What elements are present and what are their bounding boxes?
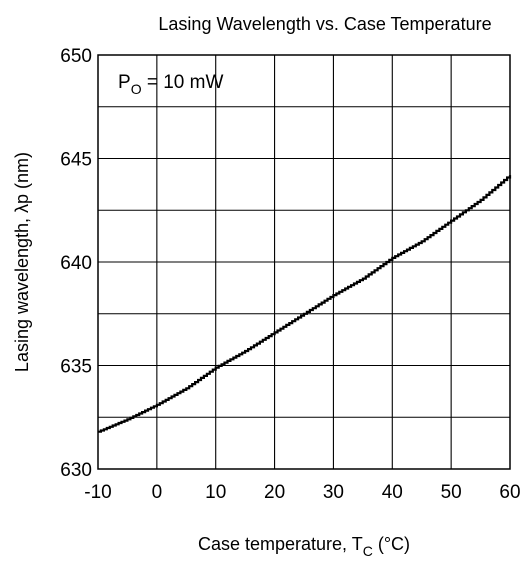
x-tick-label: 60 (499, 482, 520, 503)
power-annotation-symbol: P (118, 72, 131, 93)
y-tick-label: 630 (60, 460, 92, 481)
power-annotation-value: = 10 mW (142, 72, 224, 93)
y-axis-label: Lasing wavelength, λp (nm) (12, 152, 32, 372)
x-axis-label-main: Case temperature, T (198, 534, 363, 554)
x-tick-label: 0 (152, 482, 163, 503)
y-tick-label: 640 (60, 253, 92, 274)
x-axis-label: Case temperature, TC (°C) (198, 534, 410, 559)
x-tick-label: -10 (84, 482, 111, 503)
y-tick-label: 645 (60, 150, 92, 171)
x-tick-label: 40 (382, 482, 403, 503)
wavelength-step-curve (98, 175, 512, 433)
plot-frame (97, 54, 511, 470)
x-tick-label: 20 (264, 482, 285, 503)
x-axis-label-subscript: C (363, 543, 373, 559)
x-tick-label: 10 (205, 482, 226, 503)
x-axis-label-unit: (°C) (373, 534, 410, 554)
y-tick-label: 635 (60, 357, 92, 378)
power-annotation: PO = 10 mW (118, 72, 223, 97)
chart-title: Lasing Wavelength vs. Case Temperature (158, 14, 491, 34)
x-tick-label: 30 (323, 482, 344, 503)
x-tick-labels: -10 0 10 20 30 40 50 60 (84, 482, 520, 503)
y-tick-label: 650 (60, 46, 92, 67)
grid-lines (98, 55, 510, 469)
y-tick-labels: 630 635 640 645 650 (60, 46, 92, 481)
power-annotation-subscript: O (131, 81, 142, 97)
x-tick-label: 50 (441, 482, 462, 503)
